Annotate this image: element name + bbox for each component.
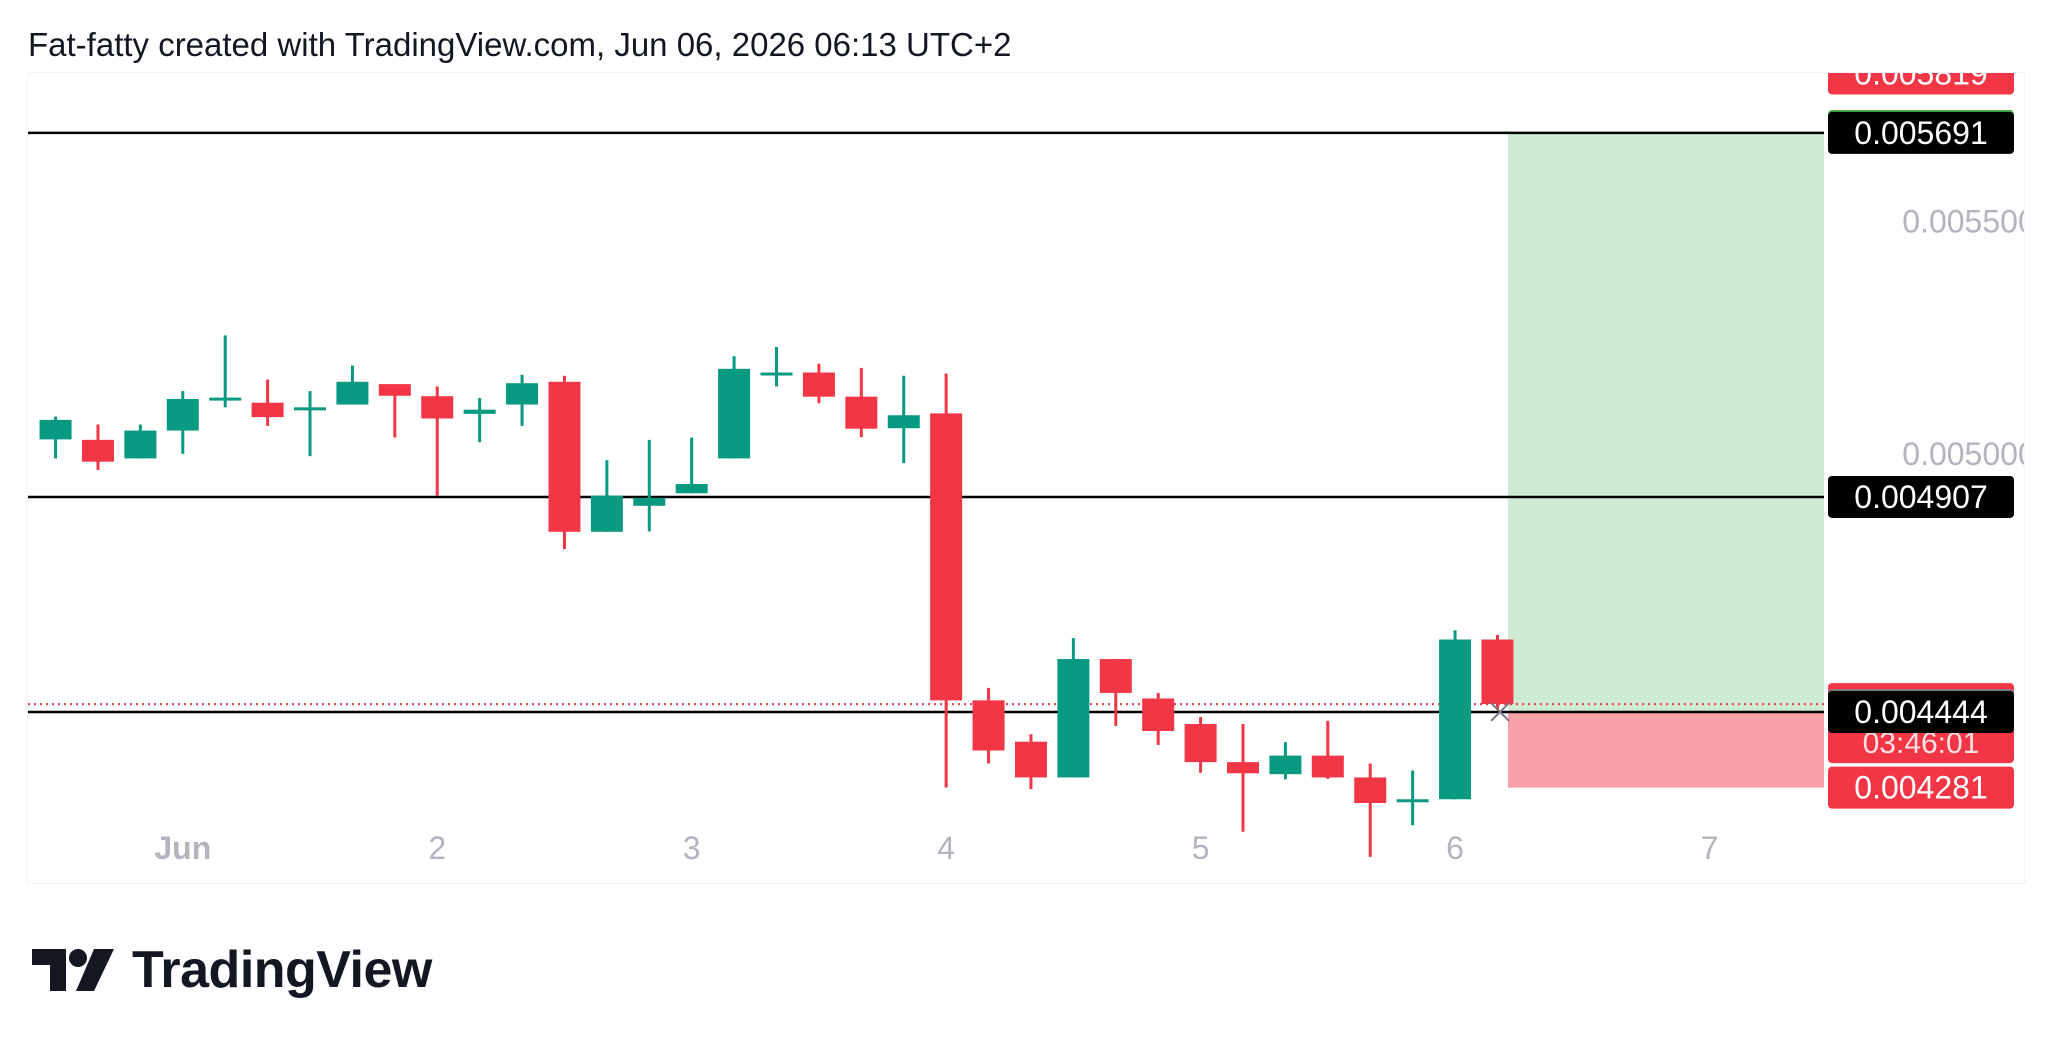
brand-name: TradingView — [132, 941, 432, 999]
candle-up — [124, 430, 157, 459]
candle-down — [930, 413, 963, 701]
candle-up — [294, 407, 327, 411]
price-tag — [1828, 111, 2014, 154]
x-tick-label: 3 — [683, 830, 701, 866]
candle-down — [1481, 639, 1514, 705]
x-tick-label: Jun — [154, 830, 211, 866]
candle-up — [209, 397, 242, 401]
candle-up — [1396, 799, 1429, 803]
candle-down — [1184, 724, 1217, 763]
tradingview-brand: TradingView — [30, 940, 432, 1000]
chart-header-text: Fat-fatty created with TradingView.com, … — [28, 26, 1012, 63]
candle-up — [633, 497, 666, 506]
candle-down — [251, 402, 284, 418]
price-tag — [1828, 73, 2014, 95]
candle-up — [336, 381, 369, 405]
x-tick-label: 5 — [1192, 830, 1210, 866]
chart-frame[interactable]: 0.005500 0.005000 Jun 2 3 4 5 6 7 0.005819 0.00569… — [27, 72, 2025, 884]
candle-up — [675, 483, 708, 494]
candle-down — [972, 700, 1005, 751]
candle-up — [39, 419, 72, 440]
price-tag-label: 0.004281 — [1854, 770, 1987, 806]
price-tag-label: 0.005819 — [1854, 73, 1987, 91]
candle-down — [1142, 698, 1175, 732]
price-tag — [1828, 766, 2014, 809]
candle-up — [166, 398, 199, 431]
tradingview-logo-icon — [32, 949, 114, 991]
candle-down — [378, 384, 411, 396]
position-loss-zone — [1508, 711, 1824, 788]
candle-down — [1014, 741, 1047, 778]
candle-up — [887, 415, 920, 429]
candle-up — [463, 409, 496, 414]
candle-down — [1099, 659, 1132, 693]
price-tag — [1828, 690, 2014, 733]
candle-up — [760, 372, 793, 376]
candle-up — [590, 495, 623, 532]
candle-up — [506, 383, 539, 405]
x-tick-label: 2 — [428, 830, 446, 866]
candle-down — [81, 439, 114, 462]
candle-down — [1227, 762, 1260, 774]
price-tag-label: 0.004907 — [1854, 479, 1987, 515]
y-tick-label: 0.005500 — [1902, 204, 2024, 240]
candle-up — [718, 368, 751, 459]
price-tag-label: 0.005691 — [1854, 115, 1987, 151]
x-tick-label: 6 — [1446, 830, 1464, 866]
y-tick-label: 0.005000 — [1902, 436, 2024, 472]
candle-down — [1311, 755, 1344, 778]
candle-up — [1269, 755, 1302, 775]
x-tick-label: 4 — [937, 830, 955, 866]
candle-up — [1057, 659, 1090, 778]
candle-up — [1439, 639, 1472, 800]
price-tag-label: 0.004444 — [1854, 694, 1987, 730]
x-tick-label: 7 — [1701, 830, 1719, 866]
position-profit-zone — [1508, 132, 1824, 712]
candle-down — [548, 381, 581, 532]
candlestick-chart[interactable]: 0.005500 0.005000 Jun 2 3 4 5 6 7 0.005819 0.00569… — [28, 73, 2024, 883]
candle-down — [802, 372, 835, 397]
price-tag — [1828, 475, 2014, 518]
candle-down — [845, 396, 878, 429]
crosshair-icon — [1490, 702, 1510, 722]
candle-down — [1354, 777, 1387, 803]
candle-down — [421, 396, 454, 419]
